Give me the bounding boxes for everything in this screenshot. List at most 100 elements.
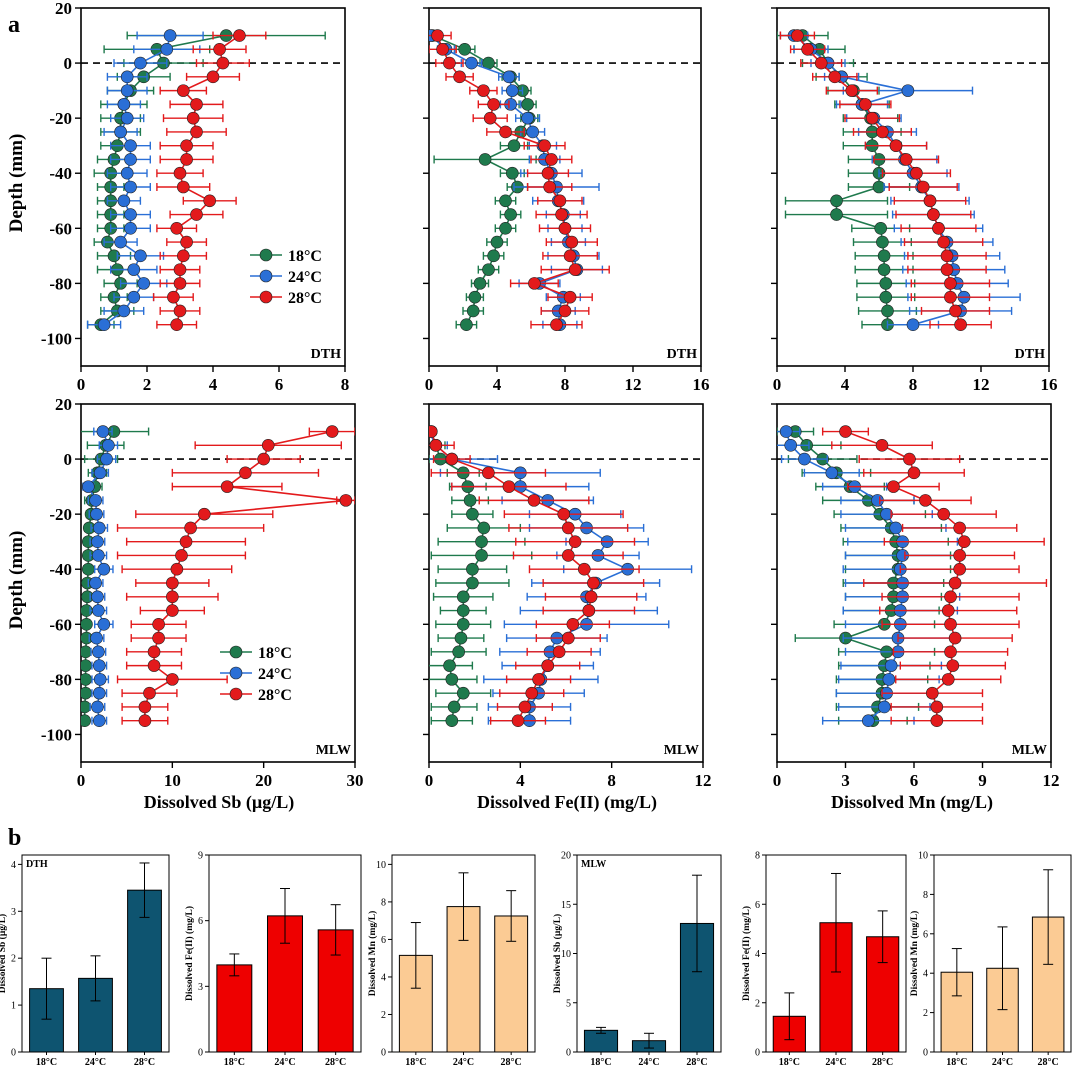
- y-axis-label: Dissolved Sb (µg/L): [0, 914, 8, 993]
- bar-28-c: 28°C: [866, 910, 900, 1067]
- x-tick-label: 24°C: [85, 1057, 106, 1067]
- series-28-c: [429, 425, 645, 727]
- data-point: [173, 277, 187, 290]
- data-point: [558, 222, 572, 235]
- series-line: [845, 430, 966, 721]
- y-tick-label: 3: [11, 907, 16, 918]
- bar-24-c: 24°C: [986, 926, 1019, 1067]
- y-tick-label: 20: [55, 0, 72, 18]
- plot-area: [429, 29, 610, 331]
- y-tick-label: 20: [561, 851, 571, 862]
- data-point: [213, 43, 226, 56]
- data-point: [429, 425, 438, 438]
- data-point: [953, 549, 966, 562]
- bar-18-c: 18°C: [29, 957, 64, 1067]
- data-point: [875, 439, 889, 452]
- data-point: [166, 590, 179, 604]
- data-point: [563, 290, 577, 304]
- data-point: [473, 277, 487, 290]
- x-tick-label: 24°C: [992, 1057, 1013, 1067]
- data-point: [190, 98, 203, 111]
- data-point: [82, 480, 95, 493]
- data-point: [930, 714, 944, 727]
- data-point: [81, 618, 93, 631]
- data-point: [845, 84, 859, 97]
- data-point: [180, 153, 193, 166]
- data-point: [160, 43, 174, 56]
- data-point: [478, 153, 492, 166]
- legend: 18°C 24°C 28°C: [250, 248, 322, 307]
- data-point: [180, 139, 193, 152]
- bar-18-c: 18°C: [216, 953, 253, 1067]
- data-point: [944, 645, 957, 659]
- series-line: [430, 34, 578, 325]
- x-tick-label: 4: [209, 375, 218, 394]
- data-point: [941, 673, 955, 686]
- depth-profile-dth-dissolved-sb: 0 2 4 6 8 20 0 -20 -40 -60 -80 -100 DTH 18°C 24°C 28°C: [41, 0, 349, 394]
- data-point: [120, 166, 134, 180]
- x-tick-label: 4: [516, 771, 525, 790]
- panel-label-b: b: [8, 825, 21, 851]
- data-point: [937, 235, 950, 249]
- data-point: [92, 686, 106, 700]
- data-point: [454, 631, 468, 645]
- data-point: [92, 604, 105, 617]
- legend-marker: [229, 645, 243, 659]
- data-point: [499, 222, 512, 235]
- data-point: [874, 222, 888, 235]
- data-point: [528, 277, 541, 290]
- x-tick-label: 0: [773, 771, 782, 790]
- x-tick-label: 3: [841, 771, 850, 790]
- legend-item-24-c: 24°C: [220, 666, 292, 683]
- data-point: [862, 714, 875, 727]
- data-point: [561, 521, 575, 535]
- data-point: [937, 507, 950, 521]
- data-point: [91, 590, 104, 604]
- series-24-c: [777, 425, 961, 727]
- data-point: [482, 466, 495, 480]
- series-28-c: [152, 29, 267, 331]
- data-point: [881, 304, 894, 318]
- data-point: [944, 277, 957, 290]
- legend-item-28-c: 28°C: [250, 290, 322, 307]
- data-point: [166, 673, 179, 686]
- x-axis-label-mn: Dissolved Mn (mg/L): [831, 792, 993, 813]
- data-point: [120, 111, 134, 125]
- data-point: [184, 521, 197, 535]
- bar-28-c: 28°C: [127, 862, 162, 1067]
- data-point: [173, 263, 187, 276]
- data-point: [884, 659, 898, 672]
- data-point: [452, 645, 465, 659]
- data-point: [839, 425, 852, 438]
- data-point: [127, 290, 141, 304]
- data-point: [456, 590, 470, 604]
- x-tick-label: 24°C: [638, 1057, 659, 1067]
- data-point: [124, 153, 137, 166]
- data-point: [124, 139, 137, 152]
- data-point: [561, 631, 575, 645]
- bar-28-c: 28°C: [679, 874, 715, 1067]
- x-tick-label: 0: [425, 375, 434, 394]
- data-point: [907, 466, 921, 480]
- x-tick-label: 28°C: [501, 1057, 522, 1067]
- data-point: [138, 714, 152, 727]
- series-line: [785, 431, 904, 722]
- x-tick-label: 12: [695, 771, 712, 790]
- data-point: [93, 466, 107, 480]
- site-label: MLW: [1012, 743, 1047, 758]
- y-tick-label: 6: [755, 900, 760, 911]
- data-point: [877, 249, 891, 263]
- data-point: [120, 84, 134, 97]
- data-point: [190, 125, 203, 139]
- data-point: [511, 714, 525, 727]
- data-point: [137, 277, 150, 290]
- series-28-c: [821, 425, 1048, 727]
- data-point: [541, 166, 555, 180]
- data-point: [475, 535, 488, 548]
- data-point: [541, 659, 555, 672]
- y-tick-label: 2: [755, 998, 760, 1009]
- data-point: [949, 304, 962, 318]
- data-point: [468, 290, 482, 304]
- data-point: [339, 494, 353, 507]
